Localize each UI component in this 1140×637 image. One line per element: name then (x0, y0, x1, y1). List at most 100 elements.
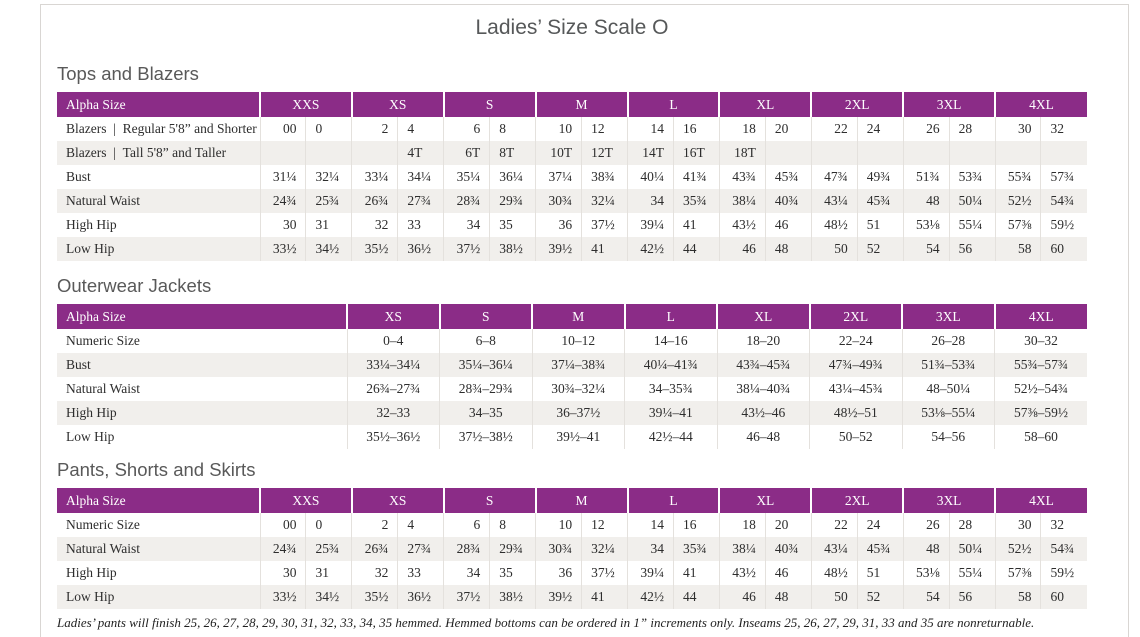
column-header-s: S (442, 488, 536, 513)
cell: 48–50¼ (901, 377, 995, 401)
cell: 0 (305, 513, 352, 537)
tops-and-blazers-table: Alpha Size XXS XS S M L XL 2XL 3XL 4XL Blazers | R… (57, 92, 1087, 261)
cell: 53¾ (948, 165, 995, 189)
cell: 28 (948, 117, 995, 141)
column-header-3xl: 3XL (902, 488, 995, 513)
row-label: Low Hip (66, 241, 115, 256)
size-chart-document: Ladies’ Size Scale O Tops and Blazers Al… (57, 0, 1087, 631)
table-row: Bust 31¼ 32¼ 33¼ 34¼ 35¼ 36¼ 37¼ 38¾ 40¼ 41¾ 43¾ 45¾… (57, 165, 1087, 189)
cell: 14 (627, 117, 674, 141)
alpha-size-header: Alpha Size (57, 304, 347, 329)
cell: 54 (902, 237, 950, 261)
section-title-outerwear-jackets: Outerwear Jackets (57, 275, 212, 296)
cell (810, 141, 858, 165)
cell: 48½ (810, 561, 858, 585)
cell: 57⅜ (994, 213, 1041, 237)
cell: 32¼ (581, 189, 628, 213)
page-border-top (40, 4, 1129, 5)
cell: 27¾ (397, 537, 444, 561)
cell: 32 (1040, 513, 1087, 537)
cell: 34 (627, 189, 674, 213)
column-header-xl: XL (718, 488, 812, 513)
cell: 43¼ (810, 189, 858, 213)
cell: 24¾ (259, 189, 306, 213)
cell: 36 (535, 561, 582, 585)
cell: 43¾–45¾ (716, 353, 810, 377)
cell: 10–12 (531, 329, 625, 353)
cell (994, 141, 1041, 165)
table-row: Low Hip 35½–36½ 37½–38½ 39½–41 42½–44 46–48 50… (57, 425, 1087, 449)
cell: 48 (902, 537, 950, 561)
cell: 12T (581, 141, 628, 165)
size-table: Alpha Size XXS XS S M L XL 2XL 3XL 4XL Numeric Siz… (57, 488, 1087, 609)
cell: 41 (581, 585, 628, 609)
cell: 22 (810, 117, 858, 141)
cell: 32–33 (346, 401, 440, 425)
cell: 20 (764, 513, 812, 537)
table-row: Natural Waist 24¾ 25¾ 26¾ 27¾ 28¾ 29¾ 30¾ 32¼ 34 3… (57, 189, 1087, 213)
row-label: Blazers | Regular 5'8” and Shorter (66, 121, 257, 136)
cell: 57⅜ (994, 561, 1041, 585)
column-header-m: M (534, 92, 628, 117)
column-header-s: S (442, 92, 536, 117)
cell: 41 (672, 213, 720, 237)
cell: 35¾ (672, 189, 720, 213)
cell: 60 (1040, 585, 1087, 609)
cell: 38¼ (718, 189, 766, 213)
header-row: Alpha Size XS S M L XL 2XL 3XL 4XL (57, 304, 1087, 329)
cell: 43¼–45¾ (809, 377, 902, 401)
cell: 49¾ (856, 165, 904, 189)
cell: 34 (627, 537, 674, 561)
table-row: Blazers | Regular 5'8” and Shorter 00 0 2 4 6… (57, 117, 1087, 141)
cell: 37¼ (535, 165, 582, 189)
row-label: Bust (66, 357, 91, 372)
cell: 58–60 (994, 425, 1087, 449)
cell: 39¼ (627, 213, 674, 237)
cell: 44 (672, 585, 720, 609)
cell: 26¾ (351, 189, 398, 213)
column-header-m: M (534, 488, 628, 513)
column-header-xxs: XXS (259, 488, 352, 513)
cell: 30¾ (535, 189, 582, 213)
cell: 36½ (397, 237, 444, 261)
cell: 6T (443, 141, 490, 165)
cell: 26¾ (351, 537, 398, 561)
cell: 37½ (581, 213, 628, 237)
cell: 26¾–27¾ (346, 377, 440, 401)
cell: 26 (902, 513, 950, 537)
cell: 54¾ (1040, 537, 1087, 561)
cell: 59½ (1040, 561, 1087, 585)
column-header-xs: XS (350, 92, 444, 117)
cell: 32 (1040, 117, 1087, 141)
cell: 0–4 (346, 329, 440, 353)
cell: 36–37½ (531, 401, 625, 425)
cell: 18–20 (716, 329, 810, 353)
cell: 48½ (810, 213, 858, 237)
cell: 55¾ (994, 165, 1041, 189)
cell: 50–52 (809, 425, 902, 449)
cell: 42½ (627, 237, 674, 261)
column-header-4xl: 4XL (994, 92, 1087, 117)
column-header-xl: XL (718, 92, 812, 117)
cell: 25¾ (305, 189, 352, 213)
cell: 46 (764, 213, 812, 237)
cell: 30 (259, 561, 306, 585)
cell: 35½–36½ (346, 425, 440, 449)
cell: 6 (443, 513, 490, 537)
cell: 51¾ (902, 165, 950, 189)
page-title: Ladies’ Size Scale O (475, 16, 669, 39)
header-row: Alpha Size XXS XS S M L XL 2XL 3XL 4XL (57, 92, 1087, 117)
cell: 40¾ (764, 537, 812, 561)
cell (1040, 141, 1087, 165)
cell: 2 (351, 513, 398, 537)
cell: 51 (856, 213, 904, 237)
cell: 18T (718, 141, 766, 165)
cell: 27¾ (397, 189, 444, 213)
cell: 39½ (535, 237, 582, 261)
cell: 40¼ (627, 165, 674, 189)
table-row: Natural Waist 26¾–27¾ 28¾–29¾ 30¾–32¼ 34–35¾… (57, 377, 1087, 401)
cell: 6 (443, 117, 490, 141)
cell: 10T (535, 141, 582, 165)
cell: 56 (948, 585, 995, 609)
cell: 0 (305, 117, 352, 141)
